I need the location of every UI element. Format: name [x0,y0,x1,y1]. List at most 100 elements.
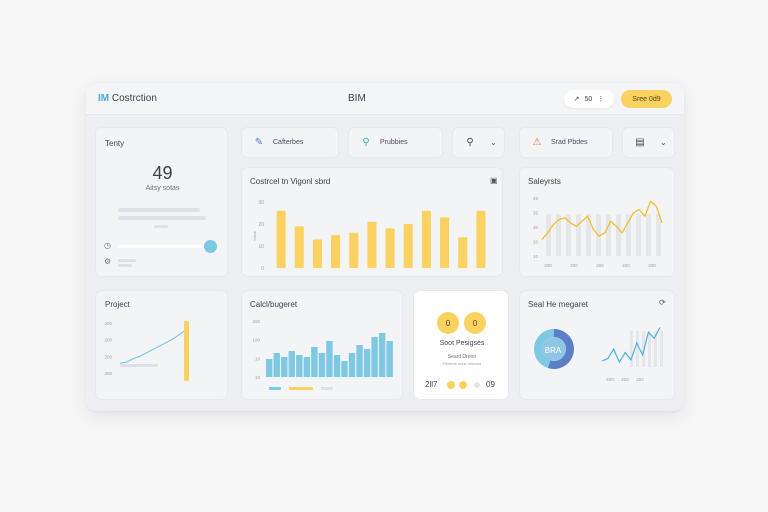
primary-button[interactable]: Sree 0d9 [621,90,672,108]
project-title: Project [105,300,130,309]
sales-line [541,200,663,240]
background-bar [616,214,621,256]
export-icon[interactable]: ▣ [490,176,498,185]
y-tick-label: 10 [255,375,261,380]
page-title: BIM [348,93,366,104]
top-bar: IM Costrction BIM ↗ 50 ⋮ Sree 0d9 [86,83,684,115]
mgmt-title: Seal He megaret [528,300,589,309]
y-axis-label: Value [252,230,257,241]
bar [378,333,386,377]
x-tick-label: 200 [606,377,614,382]
bar [348,353,356,377]
donut-label: BRA [544,346,562,355]
status-foot-right: 09 [486,380,495,389]
bar [349,232,359,268]
y-tick-label: 30 [258,200,264,206]
slider-thumb[interactable] [204,240,218,253]
refresh-icon[interactable]: ⟳ [659,298,666,307]
bar [371,337,378,377]
brand-accent: IM [98,93,110,104]
background-bar [636,214,641,256]
clock-icon: ◷ [104,241,111,250]
calc-card: Calcl/bugeret 200 100 10 10 [241,290,403,400]
chip-search[interactable]: ⚲ ⌄ [452,127,505,158]
background-bar [630,331,633,367]
legend-swatch [289,387,313,390]
placeholder-line [118,264,132,267]
main-chart-card: Costrcel tn Vigonl sbrd ▣ 30 20 10 0 Value [241,167,503,277]
legend-swatch [269,387,281,390]
bar [403,224,413,268]
background-bar [566,214,571,256]
y-tick-label: 10 [258,244,264,250]
search-icon: ⚲ [362,137,370,148]
background-bar [636,331,639,367]
bar [288,351,295,377]
user-control[interactable]: ↗ 50 ⋮ [564,90,614,108]
chip-srad-pbdes[interactable]: ⚠ Srad Pbdes [519,127,613,158]
x-tick-label: 200 [621,377,629,382]
main-bar-chart: 30 20 10 0 Value [252,200,486,272]
y-tick-label: 10 [255,356,261,361]
y-tick-label: 200 [104,321,112,326]
bar [326,341,333,377]
background-bar [654,331,657,367]
y-tick-label: 200 [252,319,260,324]
bar [312,239,322,268]
status-badge: 0 [437,312,459,334]
bar [333,355,341,377]
status-dot [447,381,455,389]
y-tick-label: 10 [533,254,539,259]
status-line-2: Reserts enus nfornsd [442,361,482,366]
y-tick-label: 100 [252,338,260,343]
background-bar [648,331,651,367]
status-title: Soot Pesigses [439,340,485,347]
more-icon[interactable]: ⋮ [597,96,605,103]
background-bar [586,214,591,256]
edit-icon: ✎ [254,137,264,148]
bar [363,349,371,377]
today-sub-label: Aitsy sotas [145,185,180,192]
arrow-icon: ↗ [573,96,580,103]
bar [458,237,468,268]
alert-icon: ⚠ [532,137,542,148]
bar [273,353,280,377]
bar [311,347,318,377]
bar [294,226,304,268]
donut-center [542,337,566,361]
project-card: Project 200 200 200 200 [95,290,228,400]
bar [356,345,363,377]
status-line-1: Seard Dreon [447,354,477,360]
y-tick-label: 20 [258,222,264,228]
y-tick-label: 200 [104,354,112,359]
chip-cafterbes[interactable]: ✎ Cafterbes [241,127,339,158]
mgmt-card: Seal He megaret ⟳ 200 200 200 BRA [519,290,675,400]
mgmt-charts: 200 200 200 [534,327,663,382]
background-bar [646,214,651,256]
background-bar [660,331,663,367]
status-card: 0 0 Soot Pesigses Seard Dreon Reserts en… [413,290,509,400]
chip-prubbies-label: Prubbies [380,139,408,146]
placeholder-line [118,216,206,220]
bar [276,210,286,268]
today-value: 49 [152,163,173,183]
sales-line-chart: 45 35 30 20 10 200 200 200 200 200 [533,196,663,268]
bar [331,235,341,268]
status-foot-left: 2ll7 [425,380,438,389]
x-tick-label: 200 [596,263,604,268]
sales-card: Saleyrsts 45 35 30 20 10 200 200 200 200 200 [519,167,675,277]
project-line [119,329,187,364]
bar [318,353,326,377]
chip-prubbies[interactable]: ⚲ Prubbies [348,127,443,158]
today-slider[interactable] [118,240,218,253]
brand[interactable]: IM Costrction [98,93,157,104]
chip-cafterbes-label: Cafterbes [273,139,304,146]
slider-fill [118,245,211,248]
search-icon: ⚲ [466,137,474,148]
x-tick-label: 200 [570,263,578,268]
settings-icon: ⚙ [104,257,112,266]
legend-placeholder [120,364,158,367]
y-tick-label: 0 [261,266,264,272]
chip-clipboard[interactable]: ▤ ⌄ [622,127,675,158]
background-bar [656,214,661,256]
